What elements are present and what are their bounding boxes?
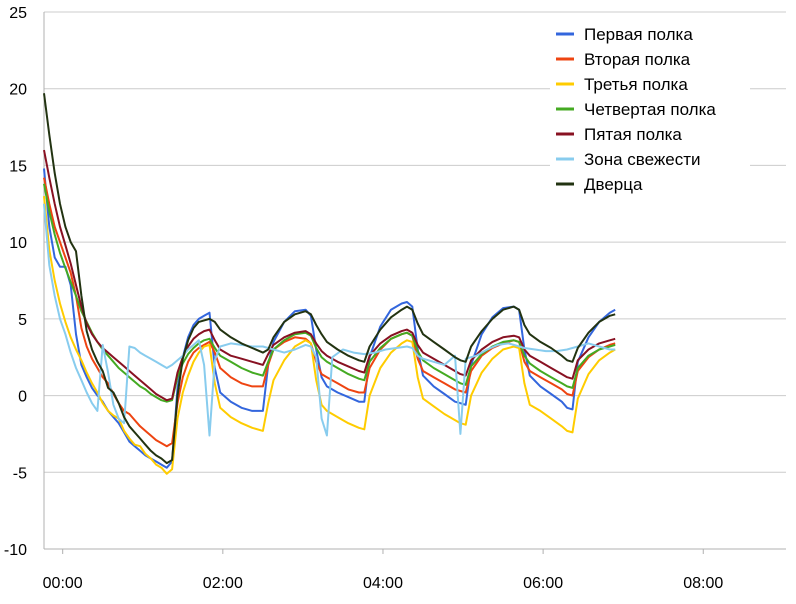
- y-tick-label: 10: [9, 235, 27, 252]
- y-tick-label: -10: [4, 542, 27, 559]
- legend-box: [550, 20, 750, 198]
- series-line-5: [43, 149, 616, 402]
- y-tick-label: 20: [9, 82, 27, 99]
- legend-label: Дверца: [584, 175, 643, 194]
- legend-label: Первая полка: [584, 25, 693, 44]
- y-tick-label: -5: [13, 465, 27, 482]
- y-tick-label: 25: [9, 5, 27, 22]
- legend-label: Третья полка: [584, 75, 688, 94]
- series-lines: [43, 93, 616, 475]
- series-line-3: [43, 196, 616, 475]
- legend-label: Зона свежести: [584, 150, 701, 169]
- y-tick-label: 0: [18, 389, 27, 406]
- legend-label: Вторая полка: [584, 50, 691, 69]
- x-tick-label: 02:00: [203, 575, 243, 592]
- series-line-4: [43, 183, 616, 403]
- y-tick-label: 5: [18, 312, 27, 329]
- x-tick-label: 00:00: [43, 575, 83, 592]
- x-tick-label: 06:00: [523, 575, 563, 592]
- legend-label: Пятая полка: [584, 125, 682, 144]
- series-line-7: [43, 93, 616, 465]
- legend: Первая полка Вторая полка Третья полка Четв…: [550, 20, 750, 198]
- series-line-1: [43, 168, 616, 469]
- axes: 25 20 15 10 5 0 -5 -10 00:00 02:00 04:00 06:00 08:00: [4, 5, 786, 592]
- y-tick-label: 15: [9, 158, 27, 175]
- x-tick-label: 04:00: [363, 575, 403, 592]
- legend-label: Четвертая полка: [584, 100, 716, 119]
- x-tick-label: 08:00: [683, 575, 723, 592]
- series-line-6: [43, 203, 616, 437]
